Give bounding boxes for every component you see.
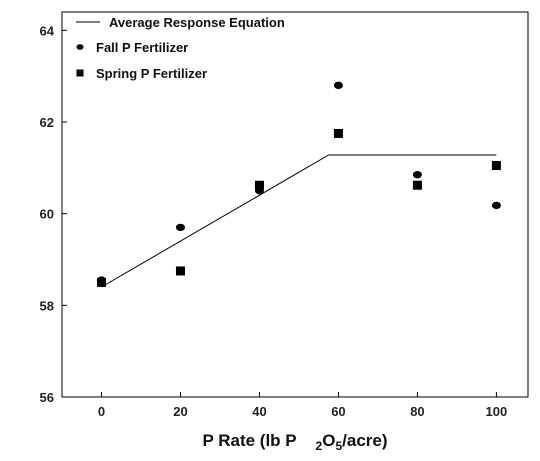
x-tick-label: 40 — [252, 404, 266, 419]
y-axis: 56 58 60 62 64 — [40, 23, 67, 405]
fall-point — [491, 201, 501, 210]
fall-point — [175, 223, 185, 232]
legend-label-line: Average Response Equation — [109, 15, 285, 30]
fall-point — [412, 171, 422, 179]
x-axis-title: P Rate (lb P 2O5/acre) — [202, 431, 387, 453]
legend-label-0: Fall P Fertilizer — [96, 40, 188, 55]
x-title-sub-2: 2 — [316, 439, 323, 453]
legend-fall-swatch — [76, 44, 84, 50]
x-title-sub-5: 5 — [335, 439, 342, 453]
x-title-unit: /acre) — [342, 431, 387, 450]
x-tick-label: 0 — [98, 404, 105, 419]
spring-point — [254, 180, 264, 190]
plot-series — [96, 81, 501, 288]
spring-point — [175, 266, 185, 276]
x-axis: 0 20 40 60 80 100 — [98, 392, 507, 419]
x-tick-label: 100 — [486, 404, 508, 419]
spring-point — [333, 128, 343, 138]
x-tick-label: 80 — [410, 404, 424, 419]
x-title-o: O — [322, 431, 335, 450]
spring-point — [412, 180, 422, 190]
spring-point — [491, 161, 501, 171]
x-title-main: P Rate (lb P — [202, 431, 315, 450]
legend-spring-swatch — [76, 69, 84, 77]
y-tick-label: 58 — [40, 298, 54, 313]
y-tick-label: 62 — [40, 115, 54, 130]
x-tick-label: 60 — [331, 404, 345, 419]
y-tick-label: 60 — [40, 207, 54, 222]
fall-point — [333, 81, 343, 90]
plot-area — [61, 11, 529, 398]
spring-point — [96, 277, 106, 287]
y-tick-label: 64 — [40, 23, 55, 38]
legend: Average Response Equation Fall P Fertiliz… — [76, 15, 285, 81]
legend-label-1: Spring P Fertilizer — [96, 66, 207, 81]
x-tick-label: 20 — [173, 404, 187, 419]
response-line — [101, 154, 497, 288]
y-tick-label: 56 — [40, 390, 54, 405]
